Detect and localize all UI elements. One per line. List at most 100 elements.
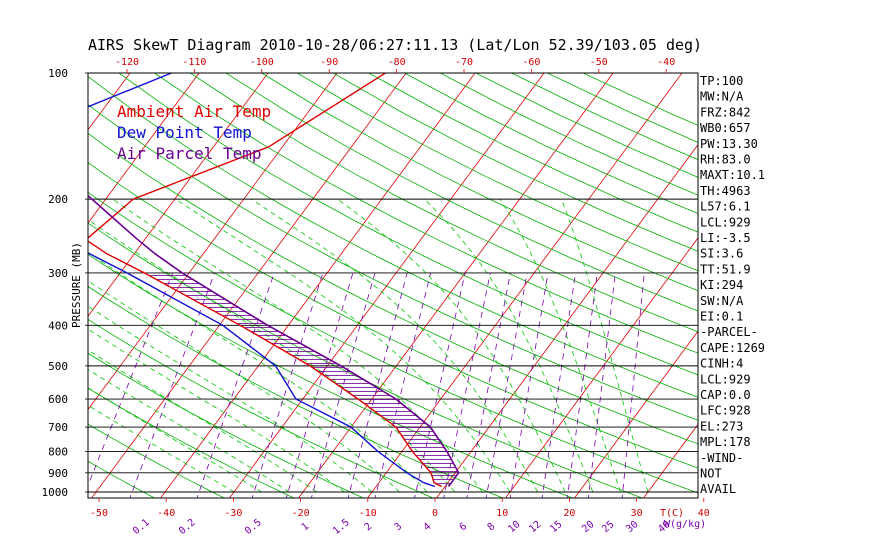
dry-adiabat-line: [88, 253, 574, 498]
index-item: CAPE:1269: [700, 341, 765, 355]
top-tick-label: -90: [320, 57, 338, 68]
series-line: [88, 194, 460, 487]
bottom-tick-label: -50: [90, 508, 108, 519]
top-tick-label: -60: [522, 57, 540, 68]
isotherm-line: [88, 73, 200, 224]
top-temperature-ticks: -120 -110 -100 -90 -80 -70 -60 -50 -40: [115, 57, 675, 73]
legend-entry: Dew Point Temp: [117, 123, 252, 142]
dry-adiabat-line: [118, 73, 698, 376]
mixing-ratio-axis-label: W(g/kg): [664, 519, 706, 530]
mixing-ratio-tick-label: 4: [422, 521, 434, 533]
bottom-tick-label: -10: [359, 508, 377, 519]
mixing-ratio-tick-label: 30: [624, 519, 640, 535]
mixing-ratio-line: [374, 272, 432, 498]
isotherm-line: [88, 73, 269, 317]
moist-adiabat-line: [499, 198, 621, 493]
mixing-ratio-tick-label: 8: [486, 521, 498, 533]
index-item: WB0:657: [700, 121, 751, 135]
legend-entry: Ambient Air Temp: [117, 102, 271, 121]
series-line: [88, 73, 443, 488]
plot-area: [0, 64, 870, 501]
mixing-ratio-tick-label: 0.5: [243, 517, 264, 537]
mixing-ratio-tick-label: 3: [393, 521, 405, 533]
bottom-tick-label: 30: [631, 508, 643, 519]
pressure-tick-label: 400: [48, 319, 68, 332]
pressure-tick-label: 500: [48, 360, 68, 373]
index-item: -WIND-: [700, 451, 743, 465]
isotherm-line: [298, 73, 614, 498]
bottom-tick-label: 0: [432, 508, 438, 519]
top-tick-label: -100: [250, 57, 274, 68]
mixing-ratio-tick-label: 12: [527, 519, 543, 535]
isotherm-line: [0, 64, 68, 501]
mixing-ratio-line: [88, 272, 174, 487]
dry-adiabat-line: [297, 73, 698, 272]
moist-adiabat-lines: [88, 198, 649, 493]
index-item: MPL:178: [700, 435, 751, 449]
index-item: EI:0.1: [700, 310, 743, 324]
pressure-tick-label: 100: [48, 67, 68, 80]
pressure-ticks: 100 200 300 400 500 600 700 800 900 1000: [42, 67, 88, 499]
index-item: KI:294: [700, 278, 743, 292]
mixing-ratio-tick-label: 0.1: [131, 517, 152, 537]
top-tick-label: -80: [388, 57, 406, 68]
dry-adiabat-line: [261, 73, 698, 292]
sounding-curves: [88, 73, 460, 488]
plot-border: [87, 72, 699, 499]
dry-adiabat-line: [88, 132, 698, 445]
chart-title: AIRS SkewT Diagram 2010-10-28/06:27:11.1…: [88, 36, 702, 54]
isotherm-line: [643, 423, 698, 498]
index-item: LFC:928: [700, 404, 751, 418]
pressure-tick-label: 200: [48, 193, 68, 206]
index-item: TH:4963: [700, 184, 751, 198]
index-item: EL:273: [700, 419, 743, 433]
dry-adiabat-line: [88, 318, 435, 498]
dry-adiabat-line: [88, 191, 698, 494]
mixing-ratio-line: [485, 272, 528, 498]
pressure-tick-label: 700: [48, 421, 68, 434]
isotherm-line: [779, 64, 870, 501]
dry-adiabat-line: [88, 423, 226, 498]
mixing-ratio-tick-label: 1.5: [331, 517, 352, 537]
bottom-temperature-ticks: -50 -40 -30 -20 -10 0 10 20 30 40: [90, 498, 710, 519]
legend-entry: Air Parcel Temp: [117, 144, 262, 163]
index-item: LCL:929: [700, 215, 751, 229]
mixing-ratio-line: [466, 272, 511, 498]
pressure-tick-label: 300: [48, 267, 68, 280]
mixing-ratio-line: [588, 272, 616, 498]
moist-adiabat-line: [561, 198, 649, 493]
mixing-ratio-line: [285, 272, 354, 498]
dry-adiabat-line: [88, 76, 698, 398]
moist-adiabat-line: [175, 198, 511, 493]
index-item: -PARCEL-: [700, 325, 758, 339]
isotherm-line: [505, 237, 698, 498]
bottom-tick-label: -20: [292, 508, 310, 519]
index-item: SI:3.6: [700, 247, 743, 261]
dry-adiabat-line: [88, 104, 698, 421]
mixing-ratio-tick-label: 0.2: [177, 517, 198, 537]
dry-adiabat-line: [88, 460, 156, 498]
bottom-tick-label: 20: [563, 508, 575, 519]
moist-adiabat-line: [88, 369, 290, 493]
dry-adiabat-line: [154, 73, 698, 354]
dry-adiabat-line: [440, 73, 698, 196]
mixing-ratio-tick-label: 10: [506, 519, 522, 535]
index-item: TT:51.9: [700, 262, 751, 276]
index-item: LI:-3.5: [700, 231, 751, 245]
mixing-ratio-line: [541, 272, 576, 498]
mixing-ratio-line: [196, 272, 275, 498]
dry-adiabat-line: [332, 73, 698, 252]
index-item: TP:100: [700, 74, 743, 88]
index-item: NOT: [700, 467, 722, 481]
dry-adiabat-line: [88, 352, 365, 498]
isotherm-line: [574, 330, 698, 498]
index-item: SW:N/A: [700, 294, 744, 308]
cape-hatch: [144, 272, 459, 487]
bottom-tick-label: 10: [496, 508, 508, 519]
series-ambient-air-temp: [88, 73, 443, 488]
pressure-tick-label: 800: [48, 445, 68, 458]
plot-frame: [87, 72, 699, 499]
dry-adiabat-line: [475, 73, 698, 178]
top-tick-label: -40: [657, 57, 675, 68]
index-item: CINH:4: [700, 357, 743, 371]
